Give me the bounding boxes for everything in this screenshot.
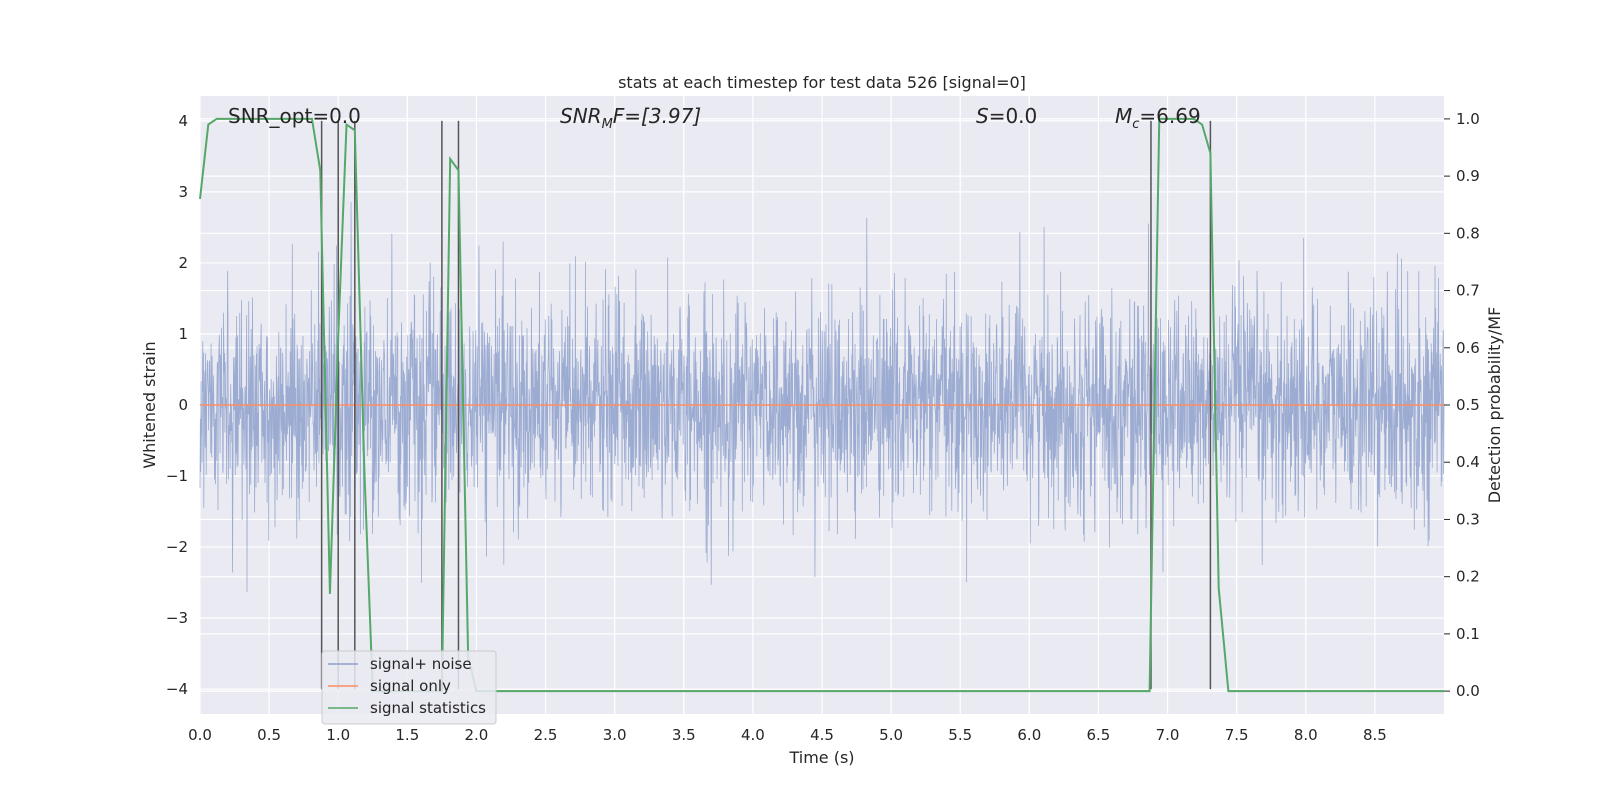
annotation-mc: Mc=6.69 [1115,104,1201,132]
x-tick-label: 6.5 [1087,726,1111,744]
annotation-s: S=0.0 [976,104,1037,128]
x-tick-label: 4.5 [810,726,834,744]
y-left-tick-label: −2 [166,538,188,556]
y-right-tick-label: 0.4 [1456,453,1480,471]
noise-line [199,202,1445,592]
y-right-tick-label: 0.3 [1456,510,1480,528]
legend: signal+ noise signal only signal statist… [321,650,497,725]
legend-label-signal-only: signal only [370,677,451,695]
y-right-tick-labels: 0.0 0.1 0.2 0.3 0.4 0.5 0.6 0.7 0.8 0.9 1.0 [1444,110,1480,700]
annotation-mc-sub: c [1132,117,1139,132]
y-left-tick-label: −1 [166,467,188,485]
x-axis-label: Time (s) [788,748,854,767]
annotation-snr-mf: SNRMF=[3.97] [560,104,701,132]
annotation-snr-opt: SNR_opt=0.0 [228,104,361,128]
annotation-snr-mf-sub: M [602,117,613,132]
x-tick-labels: 0.0 0.5 1.0 1.5 2.0 2.5 3.0 3.5 4.0 4.5 5.0 5.5 6.0 6… [188,726,1387,744]
vertical-markers [320,120,1212,690]
x-tick-label: 3.0 [603,726,627,744]
y-left-tick-labels: −4 −3 −2 −1 0 1 2 3 4 [166,112,188,698]
y-right-tick-label: 0.1 [1456,625,1480,643]
annotation-snr-mf-rest: F=[3.97] [613,104,701,128]
y-left-tick-label: 4 [178,112,188,130]
x-tick-label: 5.0 [879,726,903,744]
legend-label-statistics: signal statistics [370,699,486,717]
y-left-tick-label: 1 [178,325,188,343]
y-right-tick-label: 1.0 [1456,110,1480,128]
annotation-snr-mf-base: SNR [560,104,602,128]
y-right-tick-label: 0.7 [1456,282,1480,300]
annotation-s-italic: S [976,104,989,128]
x-tick-label: 4.0 [741,726,765,744]
x-tick-label: 5.5 [948,726,972,744]
y-axis-label-right: Detection probability/MF [1485,307,1504,504]
x-tick-label: 0.0 [188,726,212,744]
y-left-tick-label: 0 [178,396,188,414]
x-tick-label: 1.5 [395,726,419,744]
annotation-s-rest: =0.0 [989,104,1038,128]
x-tick-label: 2.0 [465,726,489,744]
x-tick-label: 3.5 [672,726,696,744]
y-right-tick-label: 0.9 [1456,167,1480,185]
y-left-tick-label: 3 [178,183,188,201]
y-right-tick-label: 0.8 [1456,224,1480,242]
x-tick-label: 8.0 [1294,726,1318,744]
y-right-tick-label: 0.6 [1456,339,1480,357]
annotation-mc-rest: =6.69 [1139,104,1200,128]
y-axis-label-left: Whitened strain [140,341,159,468]
legend-label-noise: signal+ noise [370,655,472,673]
x-tick-label: 8.5 [1363,726,1387,744]
y-right-tick-label: 0.0 [1456,682,1480,700]
x-tick-label: 0.5 [257,726,281,744]
chart-title: stats at each timestep for test data 526… [618,73,1026,92]
x-tick-label: 1.0 [326,726,350,744]
legend-box [321,650,497,725]
annotation-mc-base: M [1115,104,1132,128]
signal-noise-series [199,202,1445,592]
y-left-tick-label: −4 [166,680,188,698]
y-left-tick-label: −3 [166,609,188,627]
x-tick-label: 7.5 [1225,726,1249,744]
x-tick-label: 6.0 [1017,726,1041,744]
y-right-tick-label: 0.5 [1456,396,1480,414]
y-right-tick-label: 0.2 [1456,568,1480,586]
y-left-tick-label: 2 [178,254,188,272]
x-tick-label: 7.0 [1156,726,1180,744]
x-tick-label: 2.5 [534,726,558,744]
